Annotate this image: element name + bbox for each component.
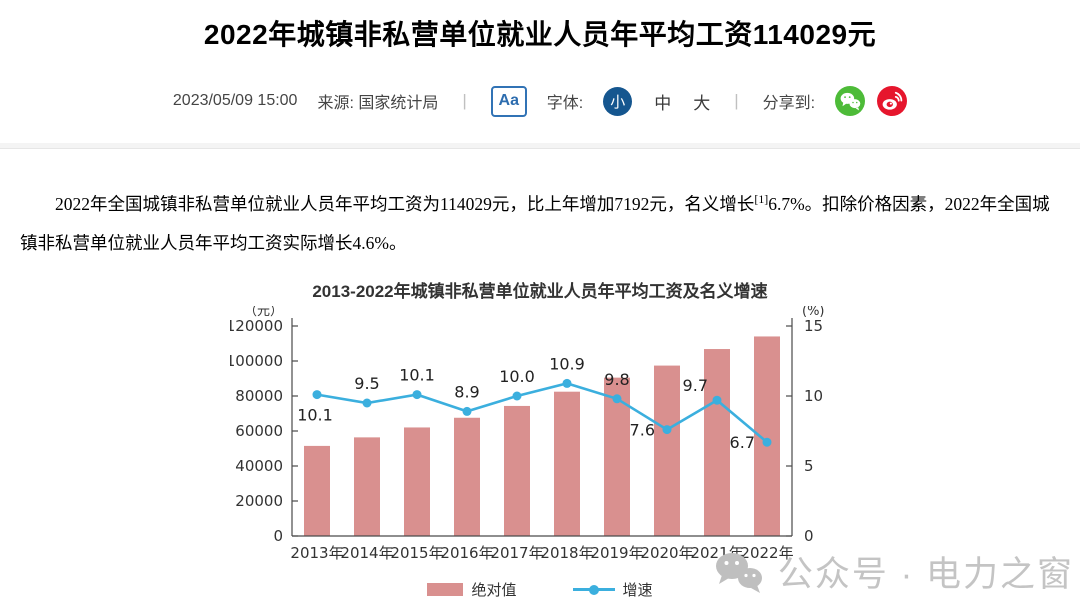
publish-datetime: 2023/05/09 15:00: [172, 92, 298, 109]
line-series: [312, 378, 772, 447]
svg-text:80000: 80000: [235, 387, 283, 405]
line-swatch-icon: [572, 584, 615, 595]
wechat-icon[interactable]: [835, 86, 866, 116]
svg-text:2014年: 2014年: [340, 544, 393, 562]
svg-text:8.9: 8.9: [454, 382, 479, 401]
svg-text:10.9: 10.9: [549, 354, 585, 373]
svg-text:40000: 40000: [235, 457, 283, 475]
svg-text:9.8: 9.8: [604, 370, 629, 389]
bar-swatch-icon: [427, 583, 464, 596]
wechat-gray-icon: [715, 552, 762, 593]
paragraph-text: 6.7%。扣除价格因素，2022年全国城镇非私营单位就业人员年平均工资实际增长4…: [20, 194, 1050, 253]
svg-text:0: 0: [804, 527, 814, 545]
wage-chart: 0 20000 40000 60000 80000 100000 120000 0 5 10 15 （…: [226, 304, 825, 562]
svg-text:2015年: 2015年: [390, 544, 443, 562]
separator: |: [462, 91, 467, 110]
svg-text:2018年: 2018年: [540, 544, 593, 562]
svg-text:5: 5: [804, 457, 814, 475]
bar-series: [304, 336, 780, 536]
svg-text:2017年: 2017年: [490, 544, 543, 562]
watermark-text: 公众号 · 电力之窗: [777, 555, 1074, 594]
svg-text:（元）: （元）: [244, 306, 283, 319]
svg-text:9.7: 9.7: [683, 376, 708, 395]
font-option-medium[interactable]: 中: [654, 93, 672, 113]
svg-text:2019年: 2019年: [590, 544, 643, 562]
svg-text:20000: 20000: [235, 492, 283, 510]
svg-text:15: 15: [804, 317, 823, 335]
watermark: 公众号 · 电力之窗: [710, 546, 1074, 597]
svg-text:2022年: 2022年: [740, 544, 793, 562]
svg-text:7.6: 7.6: [630, 421, 655, 440]
svg-text:10.1: 10.1: [297, 406, 333, 425]
paragraph-text: 2022年全国城镇非私营单位就业人员年平均工资为114029元，比上年增加719…: [55, 194, 755, 214]
svg-text:2013年: 2013年: [290, 544, 343, 562]
svg-text:9.5: 9.5: [354, 374, 379, 393]
legend-label: 增速: [622, 582, 653, 599]
svg-text:2020年: 2020年: [640, 544, 693, 562]
font-size-icon[interactable]: Aa: [490, 85, 527, 117]
separator: |: [734, 91, 739, 110]
svg-text:10.0: 10.0: [499, 367, 535, 386]
svg-text:10.1: 10.1: [399, 366, 435, 385]
svg-text:100000: 100000: [230, 352, 283, 370]
header-divider: [0, 143, 1080, 149]
svg-text:2016年: 2016年: [440, 544, 493, 562]
page-title: 2022年城镇非私营单位就业人员年平均工资114029元: [203, 19, 877, 50]
font-size-label: 字体:: [546, 95, 584, 112]
line-dot-icon: [588, 584, 599, 595]
font-option-small[interactable]: 小: [603, 86, 633, 116]
svg-text:6.7: 6.7: [730, 433, 755, 452]
weibo-icon[interactable]: [877, 86, 908, 116]
chart-title: 2013-2022年城镇非私营单位就业人员年平均工资及名义增速: [312, 282, 768, 301]
source-label: 来源: 国家统计局: [317, 95, 439, 112]
wage-chart-figure: 2013-2022年城镇非私营单位就业人员年平均工资及名义增速 0 20000 40…: [226, 277, 850, 600]
footnote-marker: [1]: [754, 192, 769, 207]
share-label: 分享到:: [762, 95, 816, 112]
svg-text:120000: 120000: [230, 317, 283, 335]
font-option-large[interactable]: 大: [693, 93, 711, 113]
legend-item-line[interactable]: 增速: [572, 579, 653, 600]
svg-text:10: 10: [804, 387, 823, 405]
legend-item-bar[interactable]: 绝对值: [427, 579, 517, 600]
article-paragraph: 2022年全国城镇非私营单位就业人员年平均工资为114029元，比上年增加719…: [20, 185, 1064, 262]
svg-text:0: 0: [273, 527, 283, 545]
meta-row: 2023/05/09 15:00 来源: 国家统计局 | Aa 字体: 小 中 …: [0, 85, 1080, 117]
svg-text:60000: 60000: [235, 422, 283, 440]
svg-text:(%): (%): [802, 306, 825, 319]
legend-label: 绝对值: [471, 582, 517, 599]
